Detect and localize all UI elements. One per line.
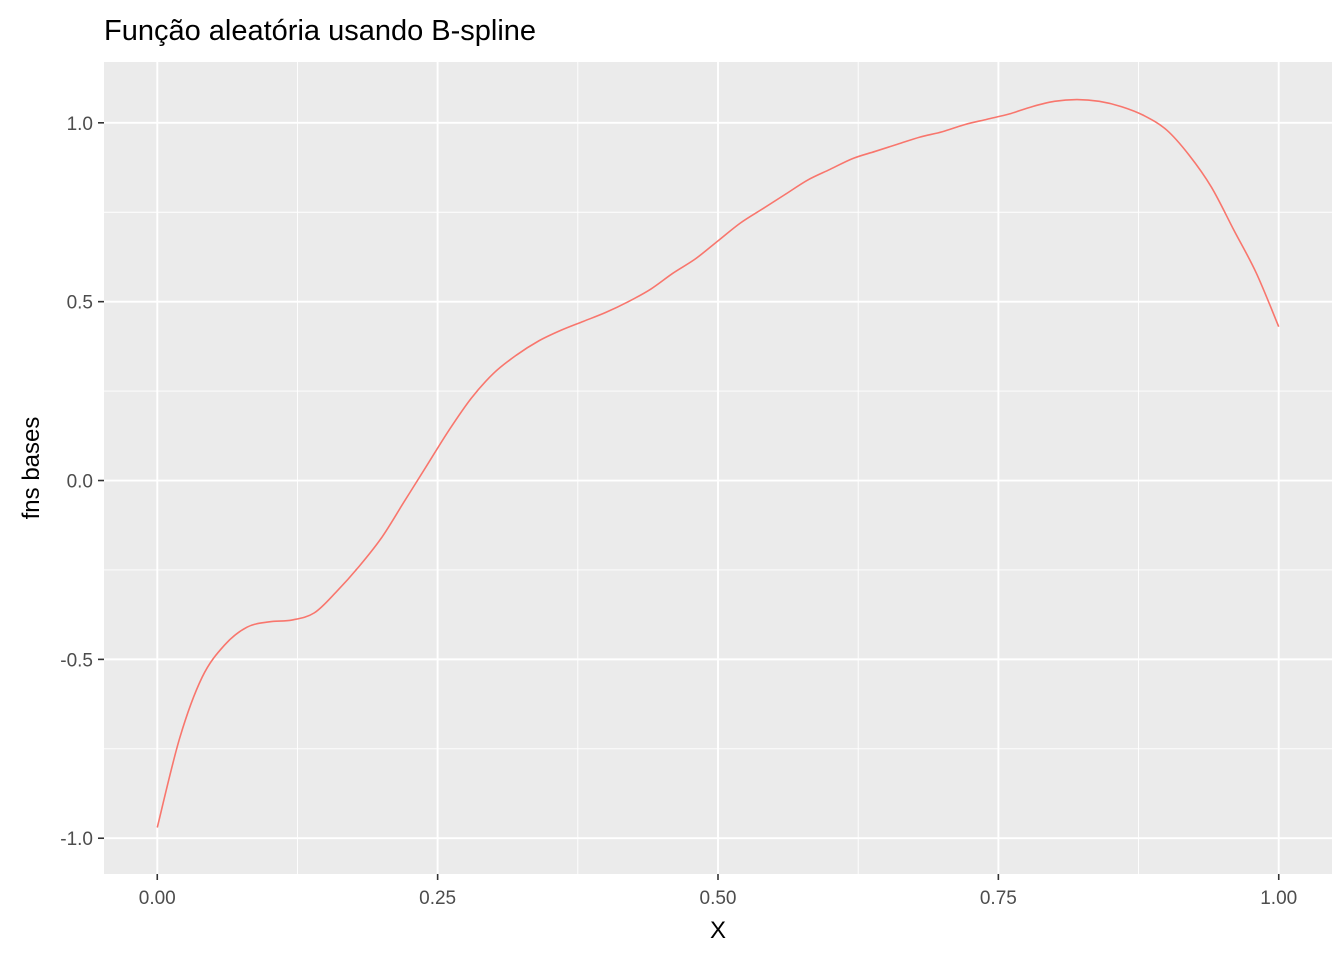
y-tick-label: 1.0 <box>67 114 93 135</box>
axis-ticks: 0.00 0.25 0.50 0.75 1.00 -1.0 -0.5 0.0 0.5 1.0 <box>60 114 1297 909</box>
x-tick-label: 0.00 <box>139 888 176 909</box>
x-axis-title: X <box>710 917 726 944</box>
y-tick-label: -1.0 <box>60 829 93 850</box>
series-layer <box>156 98 1280 828</box>
series-line <box>156 98 1280 828</box>
x-tick-label: 0.25 <box>419 888 456 909</box>
x-tick-label: 0.75 <box>980 888 1017 909</box>
y-axis-title: fns bases <box>18 417 45 520</box>
grid-major <box>104 62 1332 874</box>
chart-title: Função aleatória usando B-spline <box>104 15 536 47</box>
x-tick-label: 0.50 <box>700 888 737 909</box>
x-tick-label: 1.00 <box>1260 888 1297 909</box>
y-tick-label: 0.0 <box>67 472 93 493</box>
y-tick-label: -0.5 <box>60 650 93 671</box>
y-tick-label: 0.5 <box>67 293 93 314</box>
